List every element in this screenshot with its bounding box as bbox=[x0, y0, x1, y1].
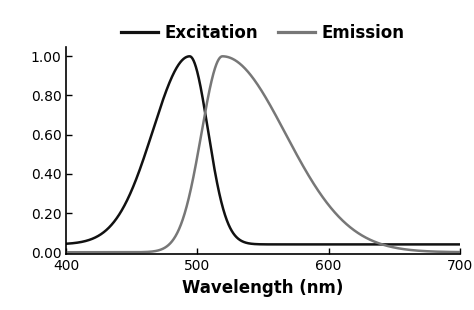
Legend: Excitation, Emission: Excitation, Emission bbox=[115, 17, 411, 49]
X-axis label: Wavelength (nm): Wavelength (nm) bbox=[182, 279, 344, 297]
